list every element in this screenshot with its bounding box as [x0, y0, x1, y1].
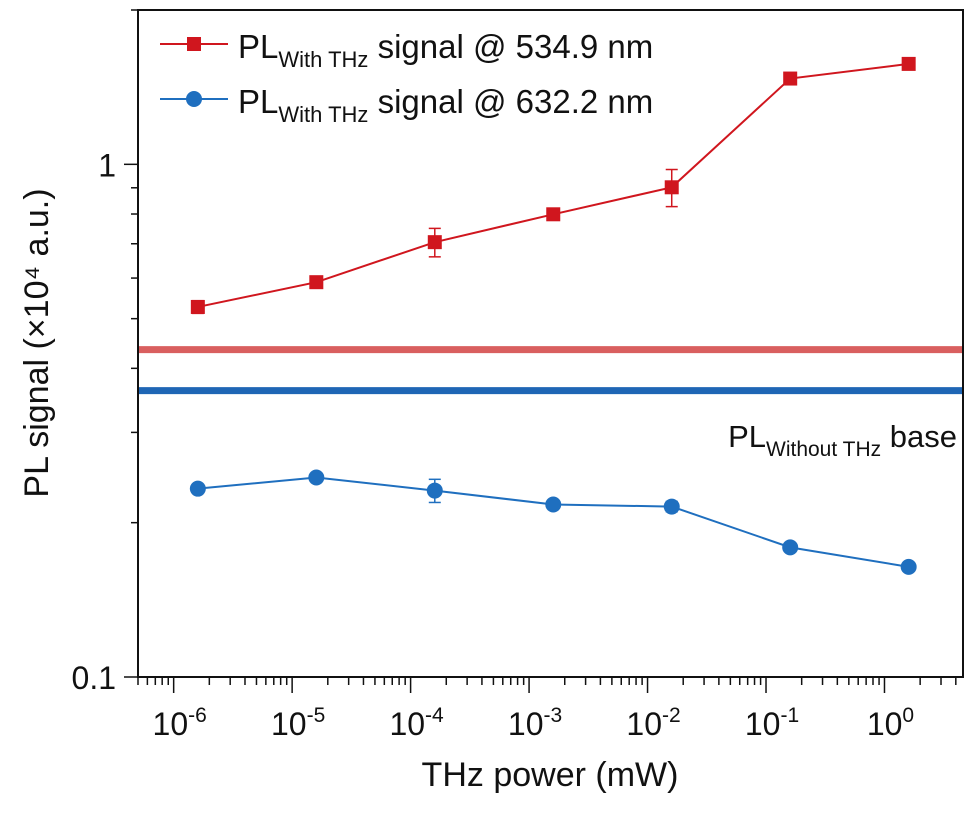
- data-point-circle: [900, 558, 917, 575]
- series-1: [189, 469, 917, 575]
- data-point-square: [783, 71, 798, 86]
- legend-marker-square: [187, 37, 201, 51]
- data-point-square: [546, 207, 561, 222]
- legend-label-632: PLWith THz signal @ 632.2 nm: [238, 83, 653, 127]
- series-group: [189, 56, 917, 575]
- x-tick-label: 10-5: [271, 704, 325, 742]
- data-point-circle: [545, 496, 562, 513]
- x-tick-label: 10-6: [153, 704, 207, 742]
- data-point-square: [309, 275, 324, 290]
- series-0: [190, 56, 916, 315]
- data-point-square: [427, 235, 442, 250]
- series-line: [197, 476, 909, 568]
- y-axis-label: PL signal (×10⁴ a.u.): [18, 188, 56, 497]
- x-tick-label: 10-4: [389, 704, 444, 742]
- y-tick-label: 0.1: [72, 660, 116, 696]
- plot-frame: [137, 9, 964, 678]
- y-tick-label: 1: [98, 147, 116, 183]
- legend: PLWith THz signal @ 534.9 nm PLWith THz …: [160, 28, 653, 127]
- legend-item-534: PLWith THz signal @ 534.9 nm: [160, 28, 653, 72]
- baselines: [138, 346, 963, 395]
- legend-marker-circle: [186, 91, 202, 107]
- x-tick-label: 10-3: [508, 704, 562, 742]
- legend-label-534: PLWith THz signal @ 534.9 nm: [238, 28, 653, 72]
- data-point-circle: [782, 539, 799, 556]
- data-point-circle: [663, 498, 680, 515]
- axes: 10-6 10-5 10-4 10-3 10-2 10-1 100 0.1 1: [72, 9, 964, 742]
- x-tick-label: 10-1: [745, 704, 799, 742]
- data-point-circle: [189, 480, 206, 497]
- data-point-circle: [308, 469, 325, 486]
- data-point-circle: [426, 482, 443, 499]
- baseline-annotation: PLWithout THz base: [728, 419, 957, 461]
- data-point-square: [190, 299, 205, 314]
- x-tick-label: 100: [867, 704, 914, 742]
- legend-item-632: PLWith THz signal @ 632.2 nm: [160, 83, 653, 127]
- x-tick-label: 10-2: [626, 704, 680, 742]
- data-point-square: [664, 180, 679, 195]
- x-axis-label: THz power (mW): [422, 756, 679, 794]
- data-point-square: [901, 56, 916, 71]
